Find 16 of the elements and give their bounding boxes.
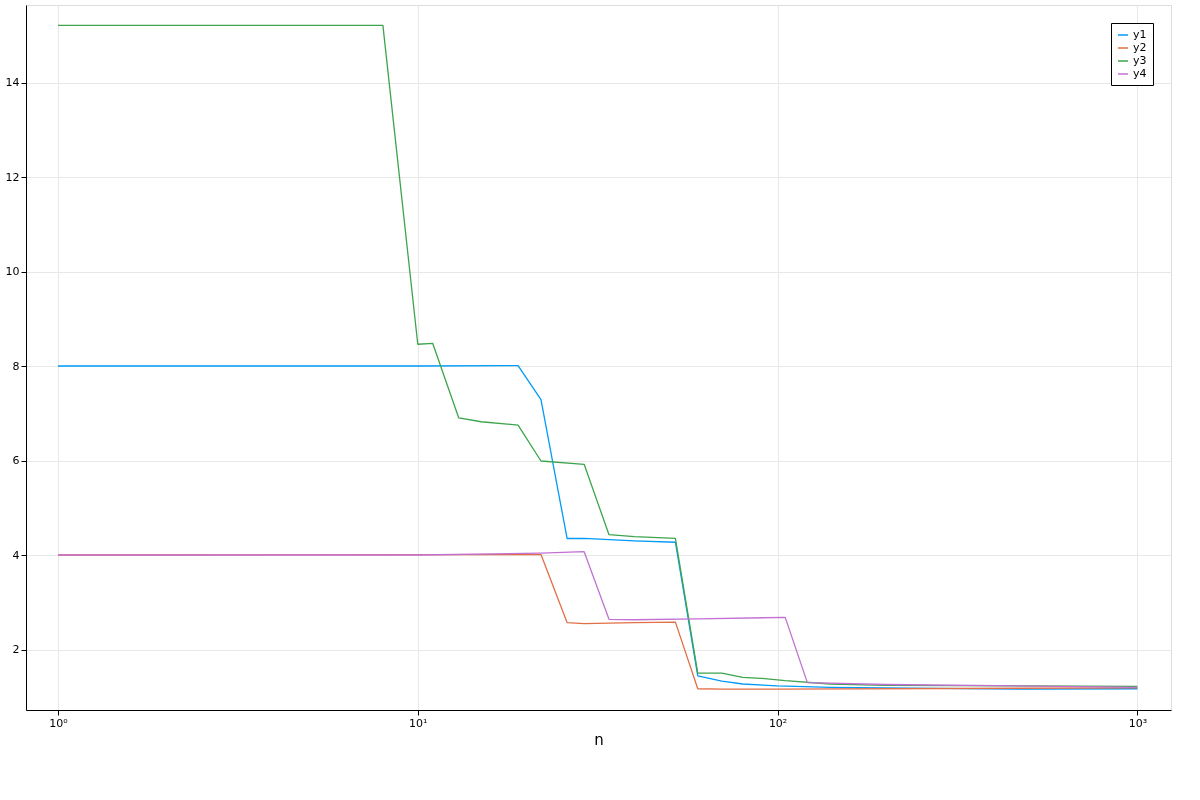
y-tick-label: 12 [5,170,20,184]
x-axis-title: n [594,730,604,749]
x-tick-label: 10¹ [409,716,428,730]
x-tick-label: 10² [768,716,788,730]
legend-label: y1 [1133,28,1147,41]
x-tick-label: 10³ [1128,716,1148,730]
x-tick-label: 10⁰ [49,716,69,730]
y-tick-label: 8 [12,359,20,373]
legend-label: y2 [1133,41,1147,54]
legend-label: y4 [1133,67,1147,80]
y-tick-label: 2 [12,643,20,657]
y-tick-label: 10 [5,265,20,279]
y-tick-label: 4 [12,548,20,562]
legend-label: y3 [1133,54,1147,67]
y-tick-label: 14 [5,76,20,90]
y-tick-label: 6 [12,454,20,468]
